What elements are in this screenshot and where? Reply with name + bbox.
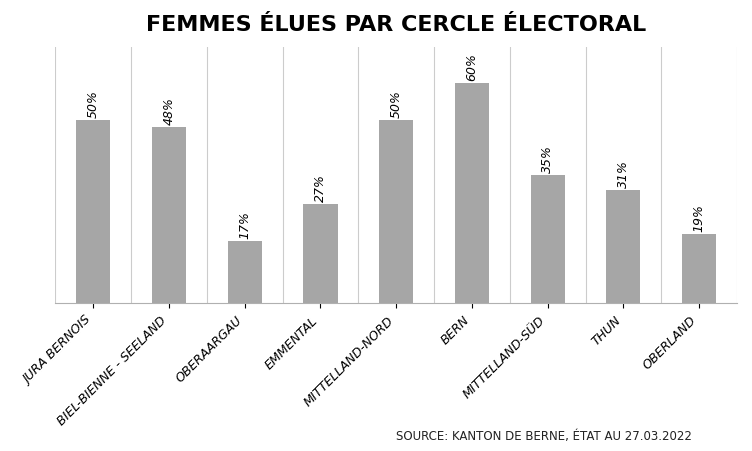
Bar xyxy=(228,241,262,304)
Bar xyxy=(682,234,716,304)
Text: 50%: 50% xyxy=(86,90,100,118)
Bar xyxy=(379,121,414,304)
Bar xyxy=(531,175,565,304)
Text: 19%: 19% xyxy=(693,203,705,231)
Text: 60%: 60% xyxy=(465,53,478,81)
Bar xyxy=(606,190,641,304)
Title: FEMMES ÉLUES PAR CERCLE ÉLECTORAL: FEMMES ÉLUES PAR CERCLE ÉLECTORAL xyxy=(146,15,647,35)
Text: 50%: 50% xyxy=(390,90,403,118)
Bar xyxy=(76,121,111,304)
Text: 35%: 35% xyxy=(541,145,554,173)
Text: 17%: 17% xyxy=(238,211,251,239)
Bar xyxy=(455,84,489,304)
Text: 27%: 27% xyxy=(314,174,327,202)
Bar xyxy=(304,205,338,304)
Text: SOURCE: KANTON DE BERNE, ÉTAT AU 27.03.2022: SOURCE: KANTON DE BERNE, ÉTAT AU 27.03.2… xyxy=(396,429,692,442)
Text: 31%: 31% xyxy=(617,160,630,187)
Text: 48%: 48% xyxy=(162,97,175,125)
Bar xyxy=(152,128,186,304)
